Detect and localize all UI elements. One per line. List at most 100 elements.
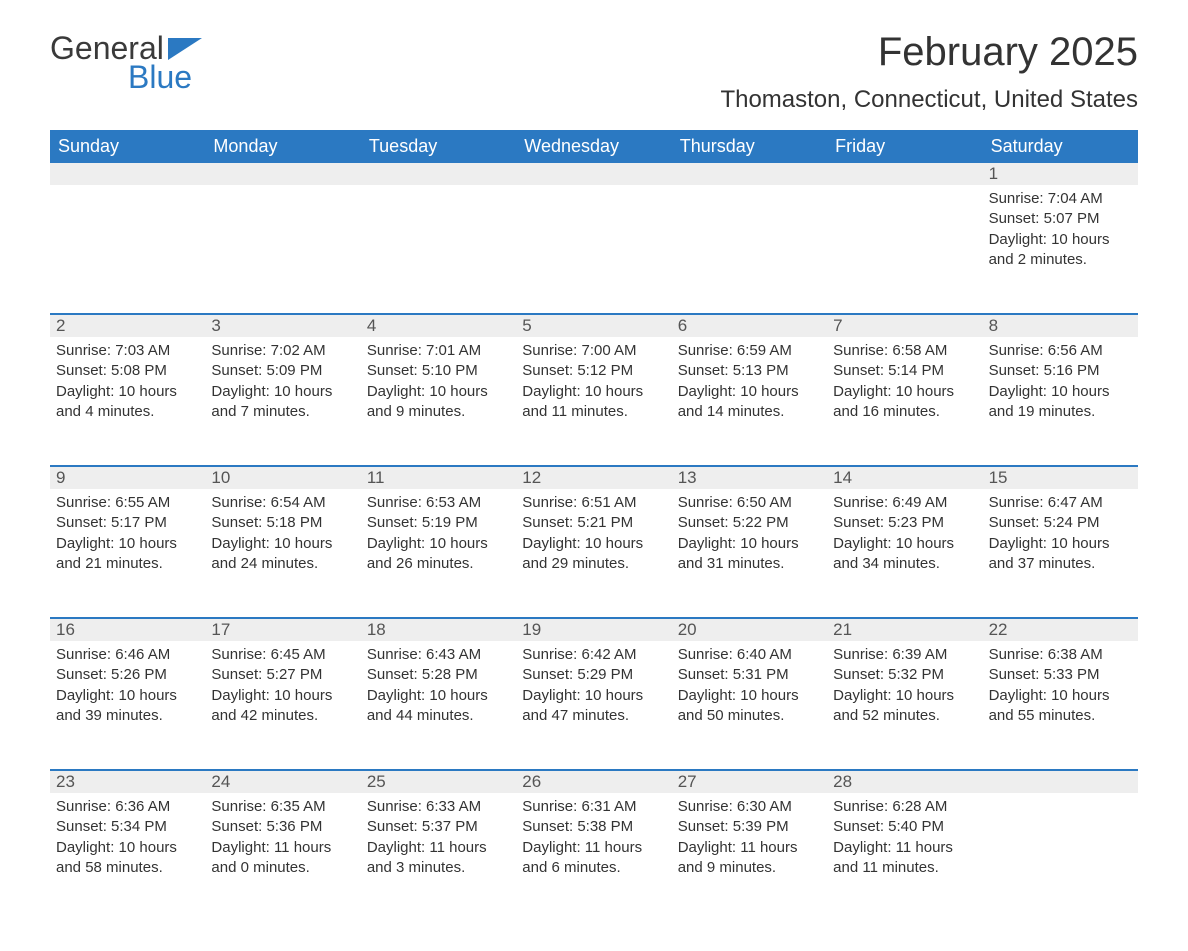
day-number [50, 163, 205, 185]
sunrise: Sunrise: 6:53 AM [367, 493, 510, 513]
logo-word2: Blue [128, 59, 192, 96]
week-row: Sunrise: 6:55 AM Sunset: 5:17 PM Dayligh… [50, 489, 1138, 617]
daylight: and 58 minutes. [56, 858, 199, 878]
daylight: Daylight: 10 hours [56, 686, 199, 706]
daylight: Daylight: 10 hours [211, 686, 354, 706]
sunrise: Sunrise: 6:42 AM [522, 645, 665, 665]
day-number: 9 [50, 467, 205, 489]
daylight: Daylight: 10 hours [678, 534, 821, 554]
daylight: and 31 minutes. [678, 554, 821, 574]
sunset: Sunset: 5:13 PM [678, 361, 821, 381]
day-number: 10 [205, 467, 360, 489]
sunset: Sunset: 5:24 PM [989, 513, 1132, 533]
day-number [516, 163, 671, 185]
sunset: Sunset: 5:31 PM [678, 665, 821, 685]
sunrise: Sunrise: 7:01 AM [367, 341, 510, 361]
daylight: Daylight: 10 hours [367, 534, 510, 554]
day-cell: Sunrise: 6:58 AM Sunset: 5:14 PM Dayligh… [827, 337, 982, 465]
location: Thomaston, Connecticut, United States [720, 86, 1138, 114]
daylight: Daylight: 10 hours [833, 534, 976, 554]
daylight: and 16 minutes. [833, 402, 976, 422]
daynum-row: 1 [50, 163, 1138, 185]
sunset: Sunset: 5:26 PM [56, 665, 199, 685]
sunset: Sunset: 5:09 PM [211, 361, 354, 381]
sunset: Sunset: 5:21 PM [522, 513, 665, 533]
daylight: and 9 minutes. [367, 402, 510, 422]
sunset: Sunset: 5:17 PM [56, 513, 199, 533]
day-number: 20 [672, 619, 827, 641]
daylight: Daylight: 10 hours [522, 686, 665, 706]
day-cell: Sunrise: 6:46 AM Sunset: 5:26 PM Dayligh… [50, 641, 205, 769]
daylight: and 14 minutes. [678, 402, 821, 422]
day-number [205, 163, 360, 185]
sunrise: Sunrise: 7:00 AM [522, 341, 665, 361]
daylight: and 50 minutes. [678, 706, 821, 726]
sunset: Sunset: 5:37 PM [367, 817, 510, 837]
sunset: Sunset: 5:39 PM [678, 817, 821, 837]
day-number [361, 163, 516, 185]
weekday-monday: Monday [205, 130, 360, 163]
day-number [983, 771, 1138, 793]
day-number: 19 [516, 619, 671, 641]
header-row: General Blue February 2025 Thomaston, Co… [50, 30, 1138, 114]
month-title: February 2025 [720, 30, 1138, 74]
day-cell: Sunrise: 7:04 AM Sunset: 5:07 PM Dayligh… [983, 185, 1138, 313]
sunrise: Sunrise: 6:59 AM [678, 341, 821, 361]
day-number: 23 [50, 771, 205, 793]
sunrise: Sunrise: 6:55 AM [56, 493, 199, 513]
day-cell [827, 185, 982, 313]
sunset: Sunset: 5:36 PM [211, 817, 354, 837]
sunrise: Sunrise: 7:02 AM [211, 341, 354, 361]
day-cell: Sunrise: 6:38 AM Sunset: 5:33 PM Dayligh… [983, 641, 1138, 769]
week-row: Sunrise: 7:04 AM Sunset: 5:07 PM Dayligh… [50, 185, 1138, 313]
daylight: and 2 minutes. [989, 250, 1132, 270]
daylight: Daylight: 11 hours [367, 838, 510, 858]
daylight: and 37 minutes. [989, 554, 1132, 574]
sunrise: Sunrise: 6:39 AM [833, 645, 976, 665]
title-block: February 2025 Thomaston, Connecticut, Un… [720, 30, 1138, 114]
day-cell: Sunrise: 7:01 AM Sunset: 5:10 PM Dayligh… [361, 337, 516, 465]
day-cell: Sunrise: 7:03 AM Sunset: 5:08 PM Dayligh… [50, 337, 205, 465]
sunrise: Sunrise: 7:03 AM [56, 341, 199, 361]
sunset: Sunset: 5:40 PM [833, 817, 976, 837]
sunset: Sunset: 5:16 PM [989, 361, 1132, 381]
day-number: 11 [361, 467, 516, 489]
day-number: 8 [983, 315, 1138, 337]
sunset: Sunset: 5:34 PM [56, 817, 199, 837]
daylight: Daylight: 10 hours [522, 534, 665, 554]
day-number [672, 163, 827, 185]
daylight: and 4 minutes. [56, 402, 199, 422]
day-cell [516, 185, 671, 313]
weekday-friday: Friday [827, 130, 982, 163]
daylight: and 6 minutes. [522, 858, 665, 878]
weekday-header: Sunday Monday Tuesday Wednesday Thursday… [50, 130, 1138, 163]
daylight: and 42 minutes. [211, 706, 354, 726]
daylight: Daylight: 10 hours [989, 534, 1132, 554]
weekday-thursday: Thursday [672, 130, 827, 163]
day-cell: Sunrise: 6:50 AM Sunset: 5:22 PM Dayligh… [672, 489, 827, 617]
day-cell: Sunrise: 6:54 AM Sunset: 5:18 PM Dayligh… [205, 489, 360, 617]
sunrise: Sunrise: 6:35 AM [211, 797, 354, 817]
sunset: Sunset: 5:18 PM [211, 513, 354, 533]
daylight: and 24 minutes. [211, 554, 354, 574]
day-number: 13 [672, 467, 827, 489]
day-cell [205, 185, 360, 313]
day-number: 24 [205, 771, 360, 793]
day-number: 15 [983, 467, 1138, 489]
day-cell: Sunrise: 6:49 AM Sunset: 5:23 PM Dayligh… [827, 489, 982, 617]
sunrise: Sunrise: 6:50 AM [678, 493, 821, 513]
logo-flag-icon [168, 38, 202, 60]
sunset: Sunset: 5:32 PM [833, 665, 976, 685]
sunrise: Sunrise: 7:04 AM [989, 189, 1132, 209]
daylight: and 55 minutes. [989, 706, 1132, 726]
day-cell: Sunrise: 6:56 AM Sunset: 5:16 PM Dayligh… [983, 337, 1138, 465]
logo: General Blue [50, 30, 202, 96]
sunrise: Sunrise: 6:33 AM [367, 797, 510, 817]
daylight: Daylight: 10 hours [678, 382, 821, 402]
day-number: 2 [50, 315, 205, 337]
day-cell: Sunrise: 6:31 AM Sunset: 5:38 PM Dayligh… [516, 793, 671, 921]
calendar: Sunday Monday Tuesday Wednesday Thursday… [50, 130, 1138, 921]
day-number: 17 [205, 619, 360, 641]
day-number [827, 163, 982, 185]
day-cell: Sunrise: 6:40 AM Sunset: 5:31 PM Dayligh… [672, 641, 827, 769]
